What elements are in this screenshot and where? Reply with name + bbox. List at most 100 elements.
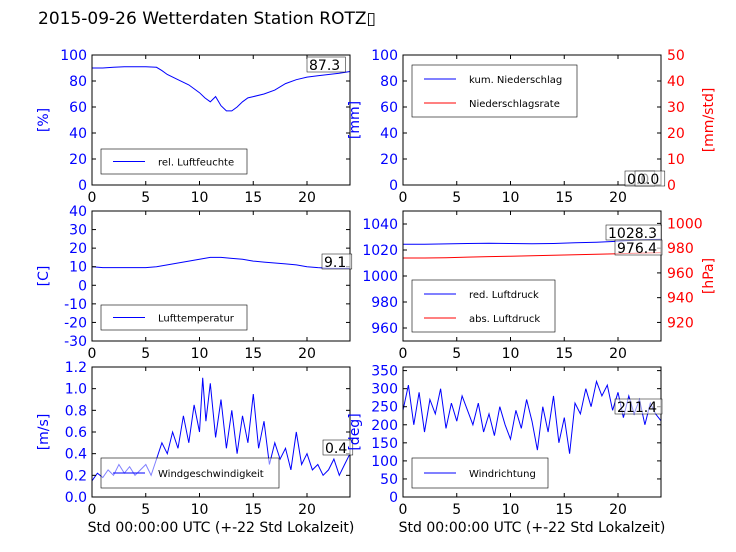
y-tick-label: -20 — [64, 315, 87, 331]
y2-tick-label: 0 — [667, 178, 676, 194]
chart-panel-6: 0 5 10 15 20050100150200250300350[deg]Windri… — [347, 364, 665, 536]
y-tick-label: 20 — [380, 152, 398, 168]
x-tick-label: 5 — [141, 502, 150, 518]
y-tick-label: 50 — [380, 472, 398, 488]
y-axis-label: [deg] — [347, 413, 363, 450]
plot-frame — [91, 210, 351, 342]
legend: Lufttemperatur — [100, 304, 248, 331]
y-axis-label: [mm] — [347, 101, 363, 139]
legend: rel. Luftfeuchte — [100, 148, 248, 175]
x-tick-label: 0 — [88, 346, 97, 362]
last-value-label: 1028.3 — [608, 226, 657, 242]
y2-tick-label: 50 — [667, 48, 685, 64]
y-tick-label: 30 — [69, 223, 87, 239]
x-tick-label: 10 — [502, 502, 520, 518]
y-tick-label: 0.2 — [65, 468, 87, 484]
last-value-label: 0.0 — [637, 172, 659, 188]
y2-tick-label: 980 — [667, 241, 694, 257]
legend: Windrichtung — [411, 457, 549, 489]
y-tick-label: 1000 — [362, 269, 398, 285]
y-tick-label: 40 — [69, 204, 87, 220]
legend-label: red. Luftdruck — [469, 290, 539, 301]
last-value-label: 211.4 — [617, 400, 657, 416]
x-tick-label: 10 — [191, 502, 209, 518]
x-tick-label: 20 — [609, 346, 627, 362]
y2-axis-label: [mm/std] — [701, 88, 717, 153]
y-tick-label: 0 — [78, 278, 87, 294]
x-tick-label: 15 — [555, 346, 573, 362]
y-tick-label: 10 — [69, 260, 87, 276]
chart-panel-5: 0 5 10 15 20 0.0 0.2 0.4 0.6 0.8 1.0 1.2 [m/s] Windge… — [36, 360, 354, 536]
x-tick-label: 20 — [609, 190, 627, 206]
series-line-1 — [91, 256, 350, 269]
chart-panel-1: 0 5 10 15 20 0 20 40 60 80 100 [%] rel. Luftfeuchte 8… — [36, 48, 351, 206]
y2-axis-label: [hPa] — [701, 258, 717, 294]
x-tick-label: 15 — [555, 190, 573, 206]
legend: red. Luftdruck abs. Luftdruck — [411, 279, 556, 333]
y-tick-label: 0.0 — [65, 490, 87, 506]
legend-label: Windrichtung — [469, 469, 536, 480]
y-tick-label: 20 — [69, 241, 87, 257]
y-tick-label: 350 — [371, 364, 398, 380]
last-value-box — [614, 239, 663, 256]
y-tick-label: -30 — [64, 334, 87, 350]
chart-panel-3: 0 5 10 15 20 -30 -20 -10 0 10 20 30 40 [C] Lufttempera… — [36, 204, 353, 362]
x-tick-label: 5 — [452, 346, 461, 362]
last-value-label: 976.4 — [617, 241, 657, 257]
x-tick-label: 0 — [399, 190, 408, 206]
y-tick-label: 0 — [389, 178, 398, 194]
x-tick-label: 10 — [502, 190, 520, 206]
y-tick-label: 1040 — [362, 217, 398, 233]
legend-box — [100, 304, 248, 331]
series-line-1 — [402, 379, 662, 454]
x-tick-label: 0 — [88, 190, 97, 206]
plot-frame — [402, 54, 662, 186]
x-tick-label: 5 — [141, 346, 150, 362]
chart-panel-4: 0 5 10 15 20 960 980 1000 1020 1040 920 940 960 980 10… — [362, 210, 717, 362]
x-tick-label: 0 — [399, 346, 408, 362]
last-value-label: 9.1 — [324, 255, 346, 271]
last-value-label: 0.4 — [325, 441, 347, 457]
y2-tick-label: 10 — [667, 152, 685, 168]
last-value-box — [322, 439, 354, 456]
plot-frame — [91, 54, 351, 186]
y-tick-label: 1.2 — [65, 360, 87, 376]
x-tick-label: 0 — [399, 502, 408, 518]
y-tick-label: 0.8 — [65, 403, 87, 419]
y-tick-label: 60 — [69, 100, 87, 116]
y-tick-label: 1020 — [362, 243, 398, 259]
y2-tick-label: 40 — [667, 74, 685, 90]
y-tick-label: 0.6 — [65, 425, 87, 441]
legend-label: rel. Luftfeuchte — [158, 158, 234, 169]
x-tick-label: 15 — [244, 346, 262, 362]
x-tick-label: 5 — [452, 190, 461, 206]
last-value-box — [306, 56, 346, 73]
legend-label: Niederschlagsrate — [469, 99, 560, 110]
y-tick-label: 150 — [371, 436, 398, 452]
last-value-box — [614, 398, 663, 415]
y-axis-label: [C] — [36, 266, 52, 287]
y-tick-label: 960 — [371, 321, 398, 337]
series-line-1 — [92, 66, 351, 112]
x-tick-label: 10 — [502, 346, 520, 362]
legend-label: kum. Niederschlag — [469, 75, 562, 86]
x-tick-label: 15 — [244, 502, 262, 518]
x-axis-label: Std 00:00:00 UTC (+-22 Std Lokalzeit) — [399, 520, 666, 536]
y2-tick-label: 30 — [667, 100, 685, 116]
y-tick-label: 200 — [371, 418, 398, 434]
x-tick-label: 10 — [191, 190, 209, 206]
y2-tick-label: 960 — [667, 266, 694, 282]
legend: Windgeschwindigkeit — [100, 457, 280, 489]
y-axis-label: [m/s] — [36, 414, 52, 451]
plot-frame — [402, 366, 662, 498]
figure-title: 2015-09-26 Wetterdaten Station ROTZ▯ — [38, 9, 376, 29]
x-tick-label: 15 — [555, 502, 573, 518]
missing-glyph-icon: ▯ — [366, 9, 376, 29]
x-tick-label: 20 — [609, 502, 627, 518]
x-tick-label: 15 — [244, 190, 262, 206]
y-tick-label: 20 — [69, 152, 87, 168]
y-tick-label: 60 — [380, 100, 398, 116]
y-tick-label: 0.4 — [65, 447, 87, 463]
y-tick-label: 250 — [371, 400, 398, 416]
